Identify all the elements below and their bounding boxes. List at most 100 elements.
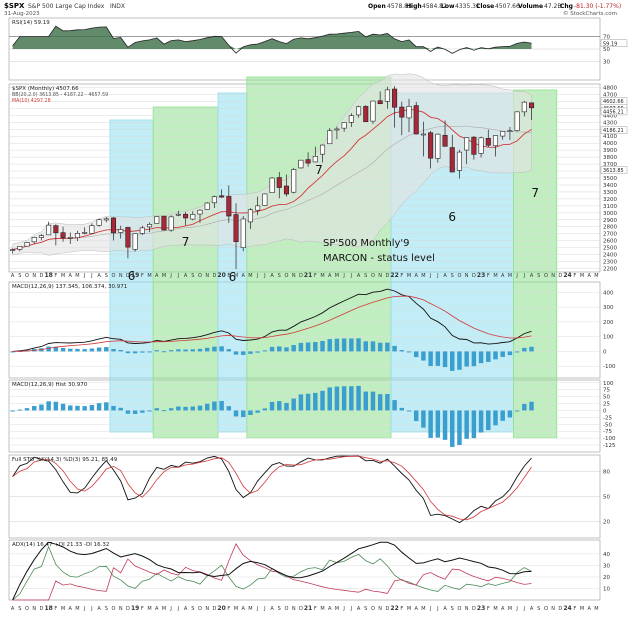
panel-title-sto: Full STO %K(14,3) %D(3) 95.21, 85.49 — [12, 457, 118, 463]
watermark: © StockCharts.com — [563, 10, 617, 17]
x-tick-label: 20 — [217, 605, 225, 612]
macd-hist-bar — [125, 351, 131, 354]
candle-body — [255, 205, 261, 211]
candle-body — [204, 202, 210, 210]
x-tick-label: M — [147, 273, 151, 279]
macd-hist-bar — [46, 346, 51, 352]
macd-hist-bar — [305, 342, 311, 352]
macd-hist-bar — [428, 351, 433, 367]
macd-hist-bar — [269, 346, 275, 352]
x-tick-label: S — [191, 273, 194, 279]
x-tick-label: O — [25, 606, 29, 612]
x-tick-label: M — [147, 606, 151, 612]
adx-tick-label: 30 — [603, 563, 610, 569]
hist-tick-label: 0 — [603, 408, 607, 414]
hist-tick-label: -25 — [603, 415, 612, 421]
candle-body — [240, 218, 246, 248]
macd-hist-bar-large — [435, 410, 441, 438]
value-label-box — [600, 126, 628, 134]
macd-hist-bar — [60, 347, 66, 352]
macd-hist-bar-large — [334, 386, 340, 411]
macd-hist-bar-large — [168, 408, 174, 411]
x-tick-label: O — [457, 273, 461, 279]
x-tick-label: D — [558, 273, 562, 279]
x-tick-label: 22 — [390, 272, 398, 279]
macd-hist-bar-large — [24, 408, 30, 411]
price-tick-label: 3400 — [603, 183, 617, 189]
x-tick-label: A — [242, 606, 246, 612]
candle-body — [53, 225, 59, 234]
x-tick-label: D — [126, 273, 130, 279]
candle-body — [356, 106, 362, 116]
zone-label-2: 6 — [229, 270, 237, 284]
x-tick-label: O — [371, 606, 375, 612]
price-tick-label: 3100 — [603, 204, 617, 210]
candle-body — [319, 144, 326, 155]
candle-body — [471, 136, 477, 155]
x-tick-label: 24 — [563, 272, 571, 279]
candle-body — [514, 111, 520, 131]
x-tick-label: M — [75, 273, 79, 279]
price-tick-label: 3800 — [603, 155, 617, 161]
x-tick-label: F — [400, 606, 403, 612]
x-tick-label: A — [242, 273, 246, 279]
macd-hist-bar — [111, 349, 116, 352]
macd-hist-bar-large — [60, 403, 66, 411]
macd-hist-bar-large — [457, 410, 462, 446]
index-name: S&P 500 Large Cap Index — [28, 3, 105, 10]
macd-hist-bar — [132, 351, 138, 354]
macd-hist-bar-large — [327, 387, 332, 411]
low-value: 4335.31 — [455, 3, 480, 10]
macd-hist-bar — [183, 349, 188, 352]
x-tick-label: A — [415, 606, 419, 612]
x-tick-label: N — [292, 273, 296, 279]
ma-legend: MA(10) 4297.28 — [12, 98, 51, 104]
x-tick-label: A — [328, 273, 332, 279]
adx-tick-label: 20 — [603, 575, 610, 581]
macd-hist-bar-large — [450, 410, 455, 447]
macd-hist-bar — [421, 351, 426, 361]
price-tick-label: 3900 — [603, 148, 617, 154]
x-tick-label: N — [119, 606, 123, 612]
volume-label: Volume — [518, 3, 543, 10]
macd-hist-bar — [233, 351, 239, 355]
macd-hist-bar-large — [17, 409, 23, 411]
hist-tick-label: 25 — [603, 402, 610, 408]
price-tick-label: 4800 — [603, 85, 617, 91]
x-tick-label: F — [54, 606, 57, 612]
macd-tick-label: 300 — [603, 305, 614, 311]
sto-d-line — [12, 455, 532, 521]
candle-body — [103, 218, 109, 221]
macd-hist-bar — [486, 351, 491, 362]
price-tick-label: 3500 — [603, 176, 617, 182]
candle-body — [363, 106, 369, 123]
x-tick-label: M — [335, 273, 339, 279]
x-tick-label: A — [443, 273, 447, 279]
macd-tick-label: 400 — [603, 290, 614, 296]
macd-hist-bar — [385, 342, 390, 352]
macd-hist-bar — [435, 351, 441, 366]
macd-hist-bar-large — [320, 390, 325, 411]
macd-hist-bar-large — [500, 410, 505, 421]
candle-body — [67, 237, 73, 239]
x-tick-label: S — [18, 273, 21, 279]
x-tick-label: J — [436, 606, 438, 612]
x-tick-label: J — [436, 273, 438, 279]
panel-title-macd_hist: MACD(12,26,9) Hist 30.970 — [12, 382, 88, 388]
chg-value: -81.30 (-1.77%) — [574, 3, 621, 10]
candle-body — [183, 213, 189, 219]
sto-tick-label: 80 — [603, 470, 610, 476]
x-tick-label: D — [299, 273, 303, 279]
macd-hist-bar-large — [514, 410, 520, 412]
x-tick-label: N — [378, 273, 382, 279]
x-tick-label: A — [97, 273, 101, 279]
price-tick-label: 2400 — [603, 253, 617, 259]
x-tick-label: A — [415, 273, 419, 279]
macd-hist-bar-large — [132, 410, 138, 415]
macd-hist-bar — [363, 341, 368, 352]
open-label: Open — [368, 3, 386, 10]
close-label: Close — [476, 3, 494, 10]
x-tick-label: D — [558, 606, 562, 612]
open-value: 4578.83 — [387, 3, 412, 10]
macd-hist-bar-large — [313, 392, 318, 411]
